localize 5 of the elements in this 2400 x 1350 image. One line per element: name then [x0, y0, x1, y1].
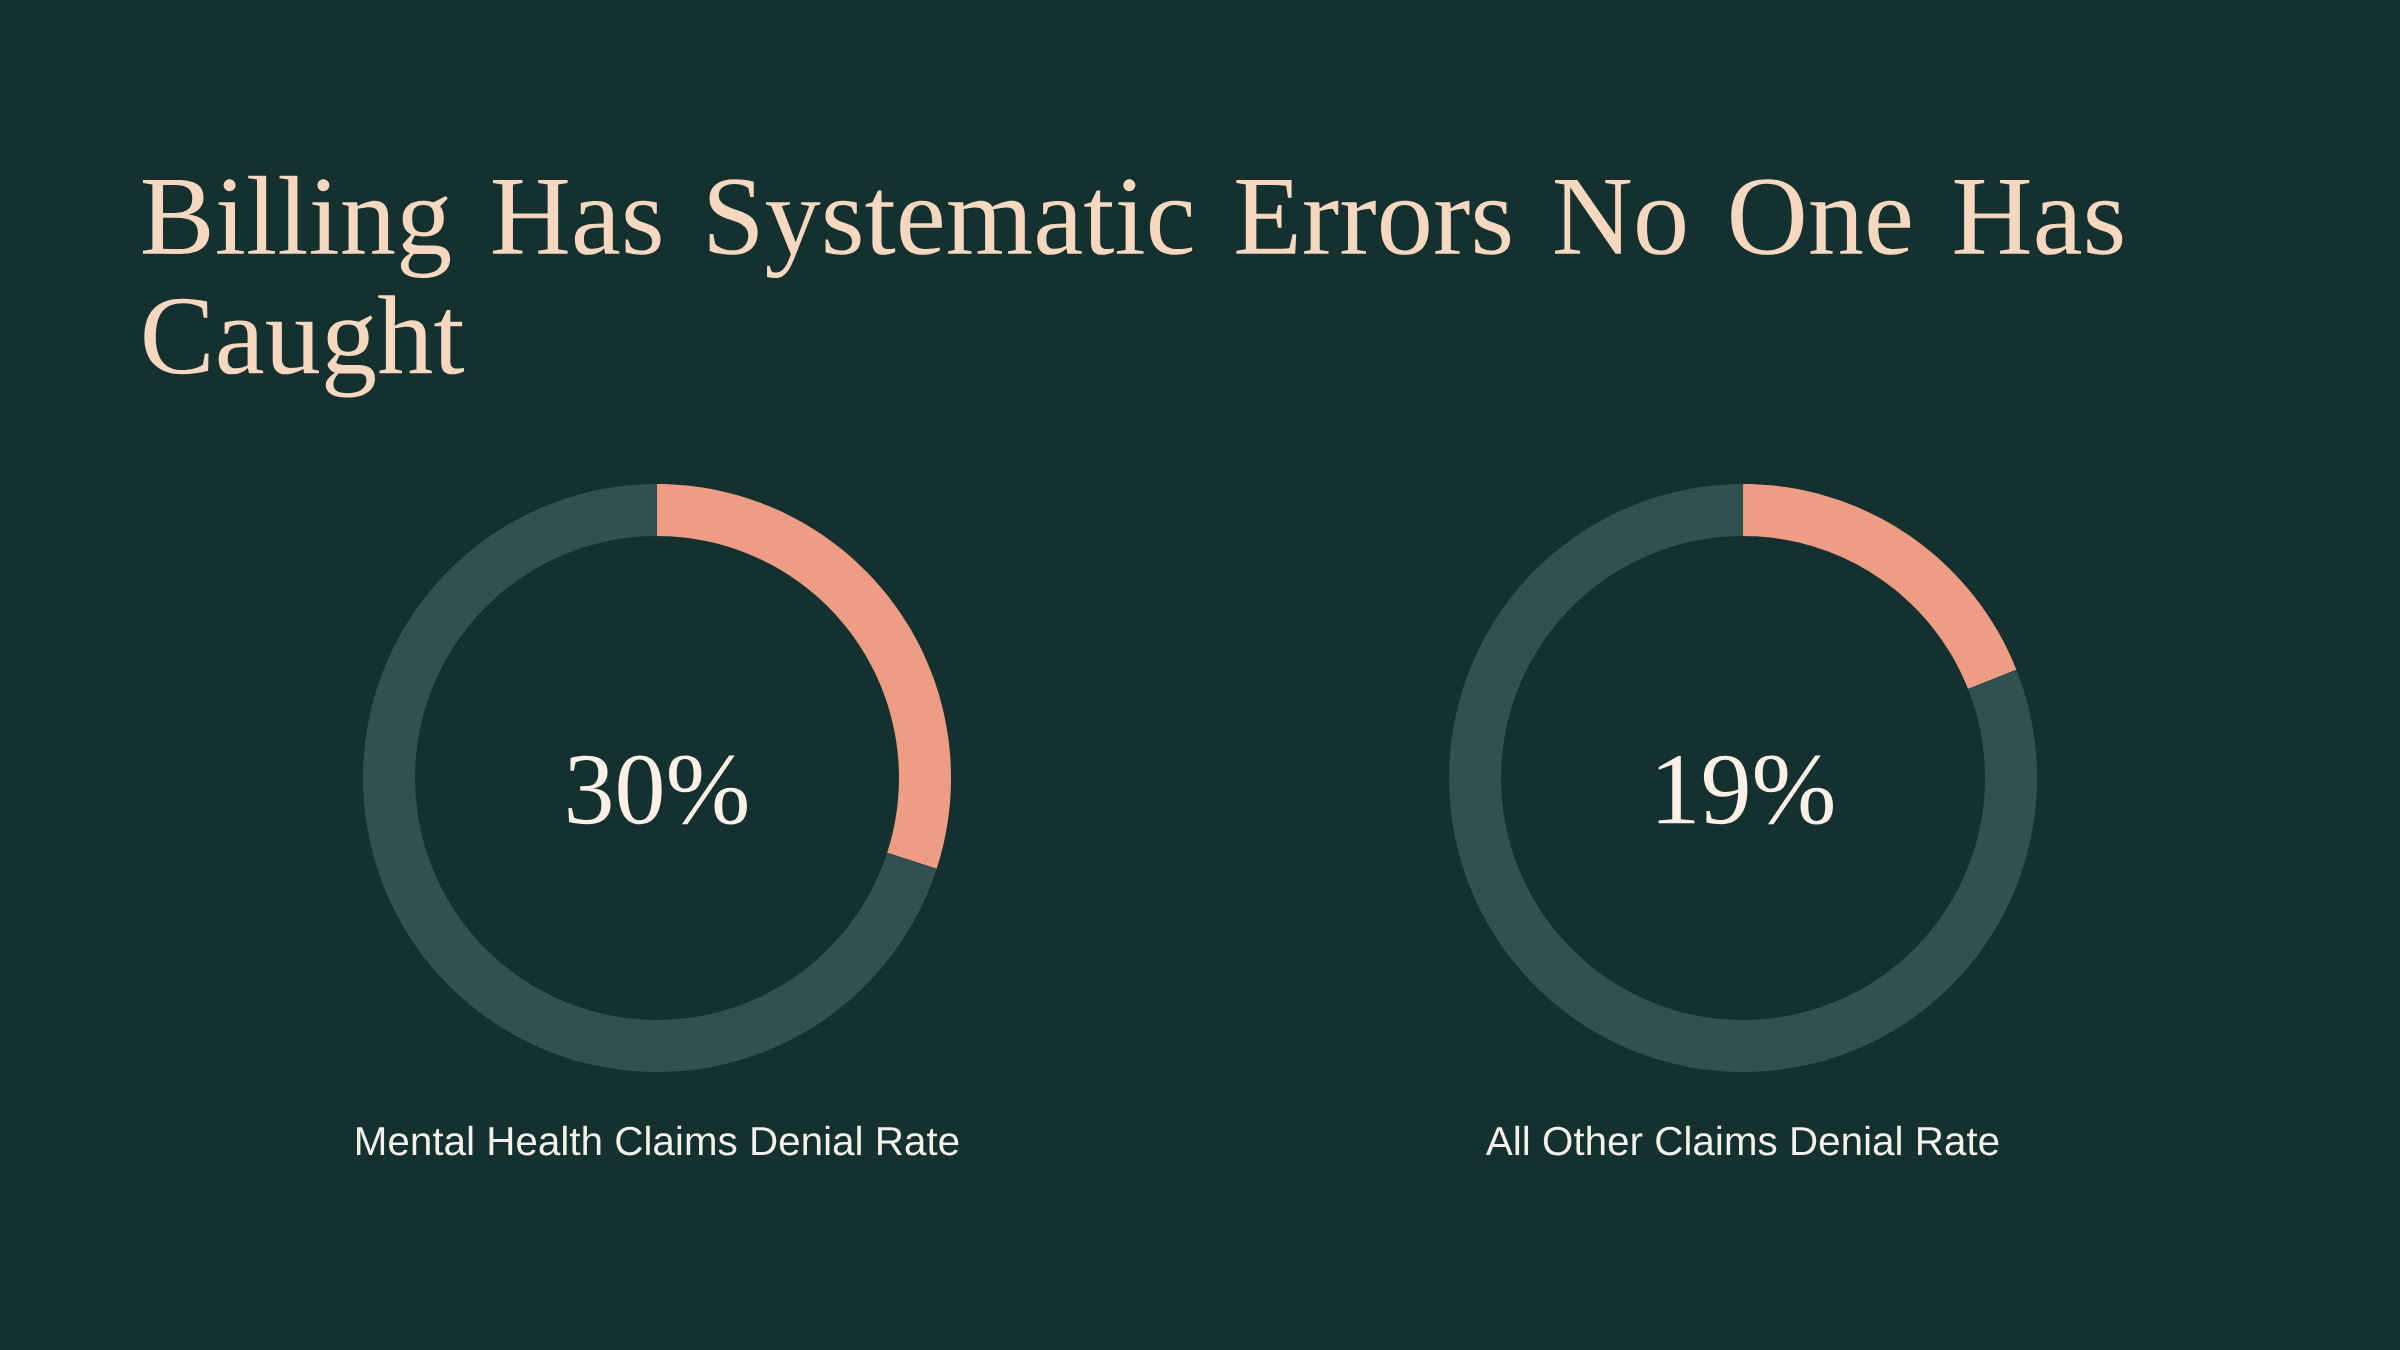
- text: All Other Claims Denial Rate: [1485, 1125, 1999, 1156]
- text: 30%: [568, 755, 747, 825]
- text: Mental Health Claims Denial Rate: [357, 1125, 959, 1156]
- text: 19%: [1658, 755, 1833, 825]
- chart-title: Billing Has Systematic Errors No One Has Caught: [142, 175, 2123, 398]
